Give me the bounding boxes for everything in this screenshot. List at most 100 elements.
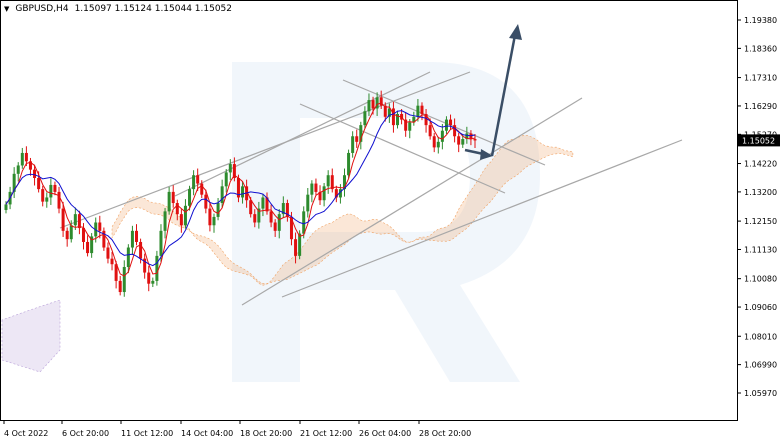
candle-body xyxy=(416,105,420,117)
forecast-arrow-short-head xyxy=(480,149,493,160)
candle-body xyxy=(326,175,330,187)
candle-body xyxy=(110,258,114,265)
y-tick-label: 1.13200 xyxy=(744,188,777,197)
candle-body xyxy=(65,230,69,240)
candle-body xyxy=(106,247,110,259)
x-tick-label: 28 Oct 20:00 xyxy=(419,429,471,438)
candle-body xyxy=(102,230,106,248)
candle-body xyxy=(98,222,102,231)
cloud-band-bear xyxy=(1,299,61,373)
candle-body xyxy=(212,216,216,226)
symbol-dropdown-icon[interactable]: ▼ xyxy=(4,5,10,13)
candle-body xyxy=(404,119,408,131)
forecast-arrow xyxy=(464,24,522,160)
candle-body xyxy=(379,97,383,106)
candle-body xyxy=(473,139,477,141)
y-tick-label: 1.06990 xyxy=(744,361,777,370)
candle-body xyxy=(314,183,318,192)
candle-body xyxy=(420,105,424,115)
candle-body xyxy=(28,161,32,170)
candle-body xyxy=(20,152,24,166)
x-tick-label: 6 Oct 20:00 xyxy=(62,429,109,438)
watermark-shape xyxy=(232,62,540,382)
candle-body xyxy=(118,280,122,293)
ichimoku-lines xyxy=(5,102,476,277)
x-tick-label: 21 Oct 12:00 xyxy=(300,429,352,438)
y-tick-label: 1.12150 xyxy=(744,217,777,226)
y-tick-label: 1.10080 xyxy=(744,275,777,284)
candle-body xyxy=(171,191,175,204)
candle-body xyxy=(24,152,28,162)
candle-body xyxy=(61,208,65,231)
candle-body xyxy=(143,258,147,273)
candle-body xyxy=(53,184,57,192)
candle-body xyxy=(200,183,204,195)
y-tick-label: 1.11130 xyxy=(744,245,777,254)
candle-body xyxy=(196,175,200,184)
candle-body xyxy=(396,114,400,126)
candle-body xyxy=(253,214,257,223)
forecast-arrow-long-head xyxy=(509,24,522,40)
candle-body xyxy=(440,130,444,142)
plot-frame xyxy=(0,0,738,421)
candle-body xyxy=(216,203,220,217)
candle-body xyxy=(130,230,134,248)
candle-body xyxy=(383,105,387,117)
candle-body xyxy=(135,230,139,242)
y-tick-label: 1.19380 xyxy=(744,16,777,25)
candle-body xyxy=(236,177,240,198)
candle-body xyxy=(391,108,395,126)
y-tick-label: 1.08010 xyxy=(744,332,777,341)
chart-header: ▼ GBPUSD,H4 1.15097 1.15124 1.15044 1.15… xyxy=(4,4,232,14)
trendline xyxy=(241,97,583,306)
ichimoku-cloud xyxy=(1,134,574,373)
y-tick-label: 1.18360 xyxy=(744,44,777,53)
candle-body xyxy=(387,108,391,117)
candle-body xyxy=(302,211,306,234)
candle-body xyxy=(334,189,338,198)
time-axis: 4 Oct 2022 6 Oct 20:00 11 Oct 12:00 14 Oct … xyxy=(3,420,471,438)
candle-body xyxy=(163,211,167,231)
candle-body xyxy=(12,173,16,192)
watermark-logo xyxy=(232,62,540,382)
candle-body xyxy=(289,216,293,240)
candle-body xyxy=(86,241,90,254)
candle-body xyxy=(285,203,289,217)
y-tick-label: 1.05970 xyxy=(744,389,777,398)
ohlc-values: 1.15097 1.15124 1.15044 1.15052 xyxy=(74,4,233,14)
forecast-arrow-long xyxy=(490,34,517,157)
tenkan-sen-line xyxy=(5,102,476,277)
candle-body xyxy=(375,97,379,109)
candle-body xyxy=(151,280,155,284)
candle-body xyxy=(155,255,159,281)
candle-body xyxy=(428,125,432,137)
candle-body xyxy=(310,183,314,195)
candle-body xyxy=(232,164,236,178)
candle-body xyxy=(351,136,355,153)
current-price-box xyxy=(738,134,780,147)
candle-body xyxy=(465,133,469,140)
trendline xyxy=(174,71,431,197)
candle-body xyxy=(228,164,232,173)
candle-body xyxy=(188,189,192,206)
candle-body xyxy=(33,169,37,178)
symbol-label[interactable]: GBPUSD,H4 xyxy=(15,4,69,14)
candle-body xyxy=(126,247,130,267)
candle-body xyxy=(257,208,261,223)
candle-body xyxy=(281,203,285,215)
candle-body xyxy=(342,175,346,190)
candle-body xyxy=(90,236,94,254)
kijun-sen-line xyxy=(5,110,476,267)
candle-body xyxy=(81,228,85,242)
candle-body xyxy=(367,100,371,112)
candle-body xyxy=(220,186,224,204)
candle-body xyxy=(114,264,118,281)
candle-body xyxy=(179,214,183,226)
trendline xyxy=(59,71,471,229)
candle-body xyxy=(73,214,77,226)
x-tick-label: 11 Oct 12:00 xyxy=(121,429,173,438)
x-tick-label: 18 Oct 20:00 xyxy=(240,429,292,438)
candle-body xyxy=(49,184,53,198)
